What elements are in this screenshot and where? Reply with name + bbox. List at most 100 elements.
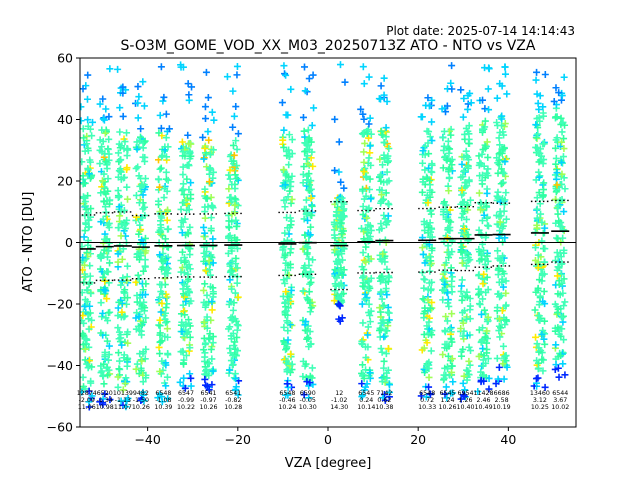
outlier-point xyxy=(233,62,241,70)
data-point xyxy=(181,215,189,223)
data-point xyxy=(163,153,171,161)
data-point xyxy=(380,333,388,341)
data-point xyxy=(132,191,140,199)
data-point xyxy=(141,256,149,264)
data-point xyxy=(133,360,141,368)
data-point xyxy=(121,221,129,229)
data-point xyxy=(104,371,112,379)
data-point xyxy=(366,311,374,319)
data-point xyxy=(302,196,310,204)
data-point xyxy=(142,247,150,255)
data-point xyxy=(179,163,187,171)
data-point xyxy=(305,271,313,279)
data-point xyxy=(200,318,208,326)
outlier-point xyxy=(102,105,110,113)
data-point xyxy=(228,285,236,293)
data-point xyxy=(420,218,428,226)
data-point xyxy=(338,256,346,264)
data-point xyxy=(427,168,435,176)
data-point xyxy=(154,175,162,183)
data-point xyxy=(81,227,89,235)
data-point xyxy=(134,250,142,258)
data-point xyxy=(482,202,490,210)
data-point xyxy=(118,341,126,349)
data-point xyxy=(231,289,239,297)
outlier-point xyxy=(99,115,107,123)
data-point xyxy=(156,316,164,324)
data-point xyxy=(443,340,451,348)
data-point xyxy=(280,337,288,345)
bin-mean-label-16: 2.46 xyxy=(477,397,491,404)
data-point xyxy=(483,349,491,357)
data-point xyxy=(206,165,214,173)
data-point xyxy=(365,154,373,162)
bin-mean-label-2: -1.13 xyxy=(115,397,131,404)
data-point xyxy=(479,362,487,370)
data-point xyxy=(475,189,483,197)
data-point xyxy=(362,294,370,302)
data-point xyxy=(340,266,348,274)
data-point xyxy=(360,266,368,274)
data-point xyxy=(201,340,209,348)
data-point xyxy=(427,347,435,355)
data-point xyxy=(180,293,188,301)
data-point xyxy=(419,178,427,186)
data-point xyxy=(463,215,471,223)
data-point xyxy=(227,332,235,340)
data-point xyxy=(287,286,295,294)
data-point xyxy=(115,365,123,373)
outlier-point xyxy=(157,63,165,71)
data-point xyxy=(182,297,190,305)
data-point xyxy=(134,271,142,279)
data-point xyxy=(304,126,312,134)
data-point xyxy=(232,216,240,224)
data-point xyxy=(206,271,214,279)
outlier-point xyxy=(229,87,237,95)
data-point xyxy=(226,175,234,183)
data-point xyxy=(118,277,126,285)
data-point xyxy=(117,232,125,240)
outlier-point xyxy=(89,118,97,126)
data-point xyxy=(142,280,150,288)
data-point xyxy=(80,278,88,286)
data-point xyxy=(124,195,132,203)
data-point xyxy=(124,328,132,336)
data-point xyxy=(366,232,374,240)
outlier-point xyxy=(366,114,374,122)
outlier-point xyxy=(203,382,211,390)
data-point xyxy=(424,139,432,147)
outlier-point xyxy=(187,374,195,382)
data-point xyxy=(283,274,291,282)
data-point xyxy=(209,174,217,182)
data-point xyxy=(227,357,235,365)
outlier-point xyxy=(464,92,472,100)
data-point xyxy=(133,138,141,146)
data-point xyxy=(84,223,92,231)
data-point xyxy=(377,127,385,135)
data-point xyxy=(308,211,316,219)
data-point xyxy=(481,144,489,152)
outlier-point xyxy=(140,397,148,405)
data-point xyxy=(208,298,216,306)
data-point xyxy=(423,191,431,199)
outlier-point xyxy=(467,99,475,107)
data-point xyxy=(358,300,366,308)
outlier-point xyxy=(442,383,450,391)
y-axis-label: ATO - NTO [DU] xyxy=(21,192,36,293)
y-tick-label: 60 xyxy=(57,51,73,66)
bin-count-label-11: 6545 xyxy=(358,390,374,397)
data-point xyxy=(466,361,474,369)
data-point xyxy=(281,229,289,237)
data-point xyxy=(428,137,436,145)
data-point xyxy=(379,316,387,324)
data-point xyxy=(426,186,434,194)
data-point xyxy=(228,316,236,324)
data-point xyxy=(304,216,312,224)
data-point xyxy=(420,331,428,339)
data-point xyxy=(100,198,108,206)
data-point xyxy=(421,276,429,284)
data-point xyxy=(379,275,387,283)
data-point xyxy=(305,255,313,263)
data-point xyxy=(205,360,213,368)
data-point xyxy=(180,269,188,277)
